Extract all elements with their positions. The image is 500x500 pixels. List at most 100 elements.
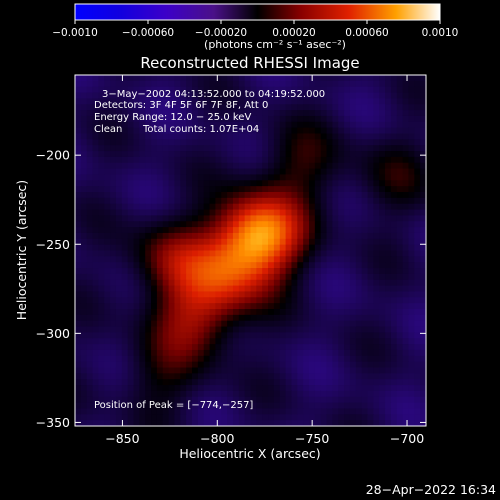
heatmap-cell [303,379,310,386]
heatmap-cell [168,197,175,205]
heatmap-cell [379,279,386,286]
heatmap-cell [379,332,386,339]
heatmap-cell [197,414,205,421]
heatmap-cell [232,414,240,421]
heatmap-cell [273,390,281,398]
heatmap-cell [104,379,111,386]
heatmap-cell [75,221,82,228]
heatmap-cell [291,285,298,292]
heatmap-cell [285,268,292,275]
heatmap-cell [344,367,351,374]
heatmap-cell [86,115,93,123]
heatmap-cell [139,303,146,310]
heatmap-cell [209,420,216,427]
heatmap-cell [203,215,210,222]
heatmap-cell [396,297,403,304]
heatmap-cell [420,186,427,193]
heatmap-cell [98,110,105,117]
heatmap-cell [186,338,193,345]
heatmap-cell [192,151,199,158]
heatmap-cell [320,303,327,310]
heatmap-cell [162,320,169,327]
heatmap-cell [180,355,187,363]
heatmap-cell [262,420,269,427]
heatmap-cell [332,396,339,403]
heatmap-cell [344,227,351,234]
heatmap-cell [367,320,374,327]
colorbar-units-label: (photons cm⁻² s⁻¹ asec⁻²) [204,38,346,51]
heatmap-cell [402,291,409,298]
heatmap-cell [215,98,222,105]
heatmap-cell [127,244,134,251]
heatmap-cell [320,373,327,380]
heatmap-cell [414,402,421,409]
heatmap-cell [238,320,246,327]
heatmap-cell [344,145,351,152]
heatmap-cell [232,273,240,281]
heatmap-cell [250,115,257,123]
heatmap-cell [379,367,386,374]
heatmap-cell [279,326,286,333]
heatmap-cell [273,174,281,181]
heatmap-cell [86,156,93,164]
heatmap-cell [414,192,421,199]
heatmap-cell [98,379,105,386]
heatmap-cell [379,309,386,316]
heatmap-cell [373,203,380,210]
heatmap-cell [115,373,123,380]
heatmap-cell [361,326,368,333]
heatmap-cell [104,338,111,345]
heatmap-cell [127,402,134,409]
heatmap-cell [180,379,187,386]
heatmap-cell [344,244,351,251]
heatmap-cell [151,268,158,275]
heatmap-cell [133,139,140,146]
heatmap-cell [338,390,345,398]
heatmap-cell [75,332,82,339]
heatmap-cell [332,232,339,240]
heatmap-cell [180,215,187,222]
heatmap-cell [186,162,193,169]
heatmap-cell [402,180,409,187]
heatmap-cell [156,221,164,228]
heatmap-cell [174,420,181,427]
heatmap-cell [238,174,246,181]
heatmap-cell [373,396,380,403]
heatmap-cell [297,402,304,409]
heatmap-cell [320,396,327,403]
heatmap-cell [361,414,368,421]
heatmap-cell [110,121,117,129]
heatmap-cell [174,355,181,363]
heatmap-cell [408,262,415,269]
heatmap-cell [332,238,339,246]
heatmap-cell [227,215,234,222]
heatmap-cell [379,86,386,93]
heatmap-cell [349,221,357,228]
heatmap-cell [133,385,140,392]
heatmap-cell [133,209,140,216]
heatmap-cell [262,390,269,398]
heatmap-cell [390,215,398,222]
heatmap-cell [139,168,146,175]
heatmap-cell [367,408,374,415]
heatmap-cell [180,86,187,93]
heatmap-cell [92,373,99,380]
heatmap-cell [385,379,392,386]
heatmap-cell [115,326,123,333]
heatmap-cell [338,192,345,199]
heatmap-cell [110,344,117,351]
heatmap-cell [250,268,257,275]
heatmap-cell [355,396,363,403]
heatmap-cell [86,168,93,175]
heatmap-cell [227,256,234,263]
heatmap-cell [227,203,234,210]
heatmap-cell [227,326,234,333]
heatmap-cell [174,303,181,310]
heatmap-cell [344,86,351,93]
heatmap-cell [291,133,298,140]
heatmap-cell [209,385,216,392]
heatmap-cell [303,227,310,234]
heatmap-cell [104,244,111,251]
heatmap-cell [75,373,82,380]
heatmap-cell [145,151,152,158]
